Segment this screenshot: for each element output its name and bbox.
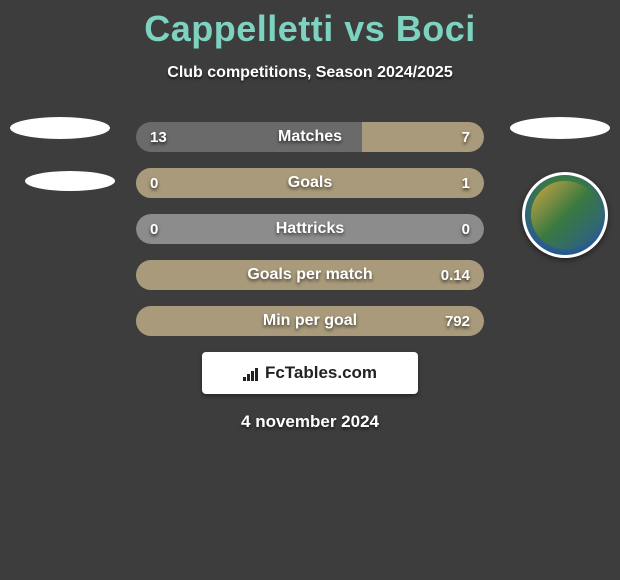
stat-row: 0.14Goals per match [136, 260, 484, 290]
date-label: 4 november 2024 [0, 412, 620, 432]
stat-row: 00Hattricks [136, 214, 484, 244]
player-left-badge-1 [10, 117, 110, 139]
chart-icon [243, 366, 261, 380]
team-crest-right [522, 172, 608, 258]
bar-right-fill [136, 306, 484, 336]
stat-right-value: 792 [445, 313, 470, 330]
player-left-badge-2 [25, 171, 115, 191]
team-crest-inner [531, 181, 599, 249]
brand-box[interactable]: FcTables.com [202, 352, 418, 394]
stat-left-value: 13 [150, 129, 167, 146]
bar-left-fill [136, 122, 362, 152]
stat-row: 01Goals [136, 168, 484, 198]
stats-area: 137Matches01Goals00Hattricks0.14Goals pe… [0, 122, 620, 336]
player-right-badge [510, 117, 610, 139]
brand-text: FcTables.com [265, 363, 377, 383]
stat-right-value: 0.14 [441, 267, 470, 284]
bar-right-fill [136, 260, 484, 290]
stat-right-value: 0 [462, 221, 470, 238]
stat-row: 137Matches [136, 122, 484, 152]
player-left-badges [10, 117, 115, 223]
brand-label: FcTables.com [243, 363, 377, 383]
page-title: Cappelletti vs Boci [0, 0, 620, 50]
stat-left-value: 0 [150, 175, 158, 192]
page-subtitle: Club competitions, Season 2024/2025 [0, 64, 620, 82]
bar-right-fill [136, 168, 484, 198]
stat-right-value: 7 [462, 129, 470, 146]
stat-right-value: 1 [462, 175, 470, 192]
stat-left-value: 0 [150, 221, 158, 238]
bar-bg [136, 214, 484, 244]
stat-bars: 137Matches01Goals00Hattricks0.14Goals pe… [136, 122, 484, 336]
stat-row: 792Min per goal [136, 306, 484, 336]
